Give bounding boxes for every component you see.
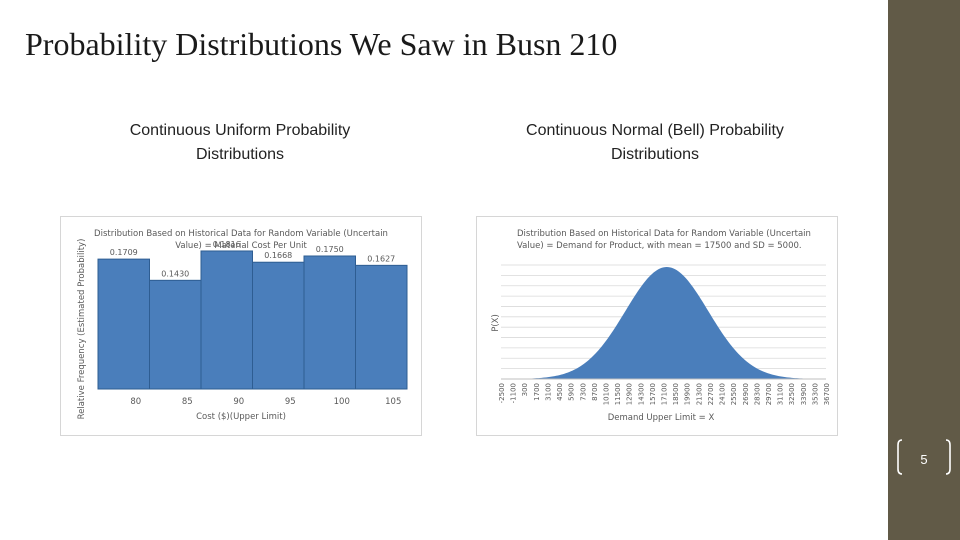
x-tick-label: 36700	[823, 383, 831, 405]
y-axis-label: Relative Frequency (Estimated Probabilit…	[77, 239, 87, 420]
normal-chart-frame: Distribution Based on Historical Data fo…	[476, 216, 838, 436]
x-tick-label: 29700	[765, 383, 773, 405]
x-tick-label: 35300	[811, 383, 819, 405]
data-label: 0.1430	[161, 269, 189, 278]
data-label: 0.1750	[316, 245, 344, 254]
data-label: 0.1709	[110, 248, 138, 257]
data-label: 0.1627	[367, 254, 395, 263]
x-tick-label: 5900	[568, 383, 576, 401]
data-label: 0.1816	[213, 240, 241, 249]
x-tick-label: 32500	[788, 383, 796, 405]
x-tick-label: 22700	[707, 383, 715, 405]
chart-title-line-2: Value) = Material Cost Per Unit	[175, 241, 307, 251]
x-tick-label: 18500	[672, 383, 680, 405]
x-tick-label: 105	[385, 397, 401, 407]
page-number-box: 5	[888, 432, 960, 488]
x-tick-label: 1700	[533, 383, 541, 401]
bar-100	[303, 255, 356, 390]
bar-85	[149, 279, 202, 390]
uniform-column-heading: Continuous Uniform Probability Distribut…	[129, 122, 351, 163]
uniform-chart-frame: Distribution Based on Historical Data fo…	[60, 216, 422, 436]
x-tick-label: 300	[521, 383, 529, 396]
x-tick-label: 4500	[556, 383, 564, 401]
x-tick-label: 15700	[649, 383, 657, 405]
bar-80	[97, 258, 150, 390]
x-tick-label: 7300	[579, 383, 587, 401]
x-axis-label: Cost ($)(Upper Limit)	[196, 412, 286, 422]
bracket-frame-icon	[897, 439, 951, 475]
right-sidebar-band	[888, 0, 960, 540]
x-tick-label: 28300	[753, 383, 761, 405]
x-tick-label: 21300	[695, 383, 703, 405]
x-tick-label: 33900	[800, 383, 808, 405]
x-tick-label: 14300	[637, 383, 645, 405]
chart-title-line-2: Value) = Demand for Product, with mean =…	[517, 241, 802, 251]
x-tick-label: 10100	[602, 383, 610, 405]
x-tick-label: 95	[285, 397, 296, 407]
bar-105	[355, 264, 408, 390]
x-tick-label: 11500	[614, 383, 622, 405]
x-tick-label: 24100	[719, 383, 727, 405]
x-tick-label: 31100	[777, 383, 785, 405]
page-number: 5	[920, 452, 928, 467]
slide-title: Probability Distributions We Saw in Busn…	[25, 26, 618, 62]
uniform-bar-chart: Distribution Based on Historical Data fo…	[77, 229, 408, 422]
x-tick-label: 90	[233, 397, 244, 407]
bar-90	[200, 250, 253, 390]
x-axis-label: Demand Upper Limit = X	[608, 413, 715, 423]
x-tick-label: -1100	[510, 383, 518, 403]
x-tick-label: 3100	[544, 383, 552, 401]
chart-title-line-1: Distribution Based on Historical Data fo…	[517, 229, 811, 239]
normal-column-heading: Continuous Normal (Bell) Probability Dis…	[526, 122, 784, 163]
chart-title-line-1: Distribution Based on Historical Data fo…	[94, 229, 388, 239]
y-axis-label: P(X)	[491, 314, 501, 332]
normal-area-chart: Distribution Based on Historical Data fo…	[491, 229, 831, 423]
x-tick-label: 12900	[626, 383, 634, 405]
bell-curve-area	[501, 267, 826, 379]
x-tick-label: 80	[130, 397, 141, 407]
x-tick-label: 17100	[661, 383, 669, 405]
data-label: 0.1668	[264, 251, 292, 260]
x-tick-label: 26900	[742, 383, 750, 405]
x-tick-label: -2500	[498, 383, 506, 403]
x-tick-label: 19900	[684, 383, 692, 405]
x-tick-label: 8700	[591, 383, 599, 401]
x-tick-label: 25500	[730, 383, 738, 405]
x-tick-label: 85	[182, 397, 193, 407]
bar-95	[252, 261, 305, 390]
x-tick-label: 100	[334, 397, 350, 407]
